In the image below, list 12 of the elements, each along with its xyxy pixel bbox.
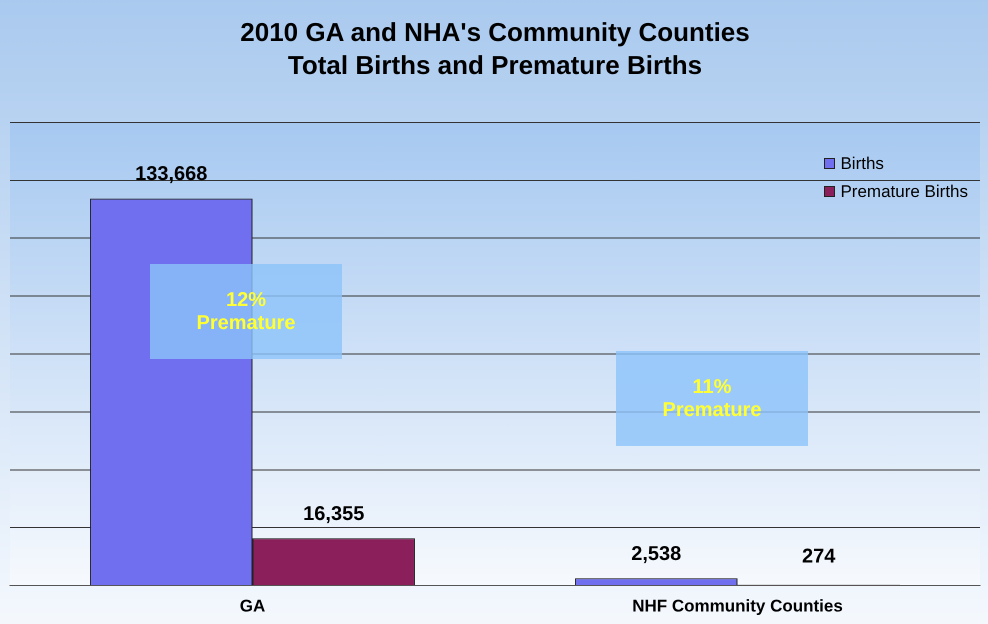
data-label: 133,668: [135, 163, 208, 186]
data-label: 2,538: [631, 542, 682, 565]
x-tick-label: GA: [240, 596, 266, 616]
text: Births: [839, 153, 885, 175]
data-label: 16,355: [303, 502, 364, 525]
chart-subtitle: Total Births and Premature Births: [288, 50, 702, 80]
note-box: 12% Premature: [150, 264, 342, 359]
note-box: 11% Premature: [616, 351, 808, 446]
legend-label: Premature Births: [839, 181, 968, 203]
chart-title: 2010 GA and NHA's Community Counties: [240, 16, 750, 47]
x-tick-label: NHF Community Counties: [632, 596, 843, 616]
data-label: 274: [802, 546, 836, 568]
